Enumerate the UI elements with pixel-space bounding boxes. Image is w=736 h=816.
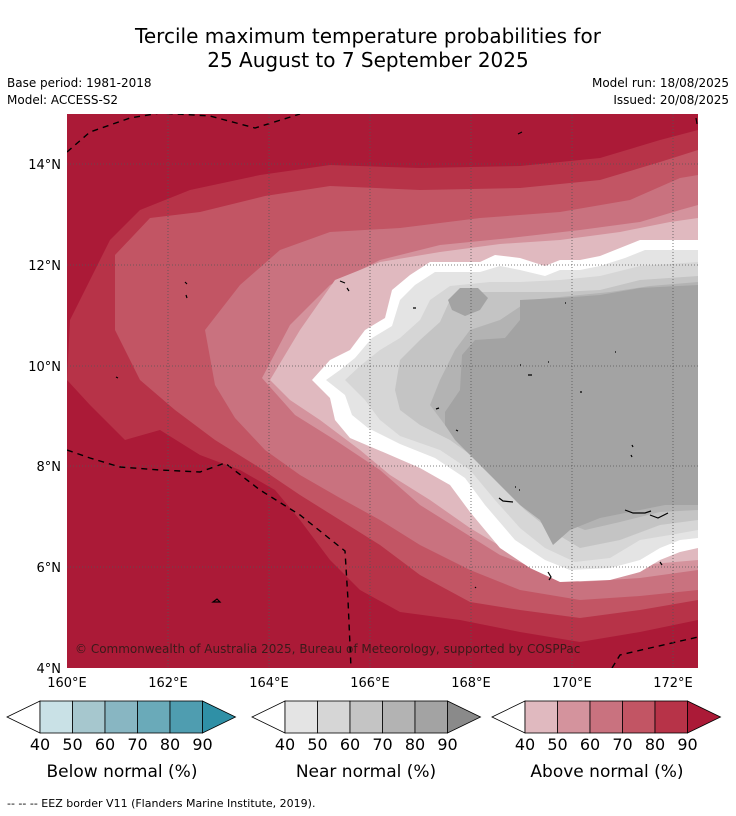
colorbar-tick-label: 50 [62,735,82,754]
colorbar-segment [39,700,73,734]
colorbar-tick-label: 60 [340,735,360,754]
colorbar-tick-label: 90 [437,735,457,754]
lat-tick-label: 10°N [28,360,61,375]
chart-title-line2: 25 August to 7 September 2025 [207,48,529,72]
colorbar-tick-label: 50 [547,735,567,754]
lon-tick-label: 170°E [552,676,592,691]
colorbar-segment [654,700,688,734]
eez-border-lines [67,114,698,668]
colorbar-tick-label: 90 [677,735,697,754]
colorbar-segment [169,700,203,734]
below-normal-label: Below normal (%) [46,762,198,782]
near-normal-colorbar: 40 50 60 70 80 90 [251,700,482,754]
colorbar-max-arrow [447,700,482,734]
above-normal-colorbar: 40 50 60 70 80 90 [491,700,722,754]
colorbar-segment [557,700,591,734]
copyright-notice: © Commonwealth of Australia 2025, Bureau… [75,642,580,656]
colorbar-tick-label: 80 [645,735,665,754]
colorbar-segment [284,700,318,734]
near-80-band [445,285,698,545]
issued-label: Issued: 20/08/2025 [613,93,729,107]
below-normal-colorbar: 40 50 60 70 80 90 [6,700,237,754]
lat-tick-label: 4°N [37,662,62,677]
colorbar-min-arrow [251,700,286,734]
lat-tick-label: 12°N [28,259,61,274]
map-grid [67,114,698,668]
colorbar-tick-label: 40 [515,735,535,754]
colorbar-min-arrow [6,700,41,734]
colorbar-tick-label: 70 [372,735,392,754]
colorbar-segment [137,700,171,734]
colorbar-max-arrow [687,700,722,734]
colorbar-min-arrow [491,700,526,734]
lon-tick-label: 164°E [249,676,289,691]
island-outlines [115,117,698,603]
eez-footnote: -- -- -- EEZ border V11 (Flanders Marine… [7,797,316,810]
lon-tick-label: 168°E [451,676,491,691]
probability-field [67,114,698,668]
colorbar-max-arrow [202,700,237,734]
colorbar-tick-label: 40 [275,735,295,754]
lat-tick-labels: 14°N 12°N 10°N 8°N 6°N 4°N [28,158,61,677]
model-label: Model: ACCESS-S2 [7,93,119,107]
lat-tick-label: 8°N [37,460,62,475]
colorbar-tick-label: 70 [127,735,147,754]
colorbar-tick-label: 80 [160,735,180,754]
colorbar-segment [414,700,448,734]
colorbar-segment [317,700,351,734]
base-period-label: Base period: 1981-2018 [7,76,152,90]
colorbar-segment [589,700,623,734]
lon-tick-label: 162°E [148,676,188,691]
colorbar-tick-label: 50 [307,735,327,754]
lat-tick-label: 14°N [28,158,61,173]
lon-tick-label: 172°E [653,676,693,691]
lat-tick-label: 6°N [37,561,62,576]
colorbar-segment [72,700,106,734]
colorbar-segment [104,700,138,734]
colorbar-segment [622,700,656,734]
map-figure: © Commonwealth of Australia 2025, Bureau… [6,114,722,754]
colorbar-tick-label: 60 [95,735,115,754]
model-run-label: Model run: 18/08/2025 [591,76,729,90]
lon-tick-labels: 160°E 162°E 164°E 166°E 168°E 170°E 172°… [47,676,693,691]
colorbar-segment [524,700,558,734]
colorbar-tick-label: 90 [192,735,212,754]
colorbar-tick-label: 70 [612,735,632,754]
lon-tick-label: 160°E [47,676,87,691]
above-normal-label: Above normal (%) [530,762,684,782]
near-normal-label: Near normal (%) [295,762,437,782]
colorbar-segment [349,700,383,734]
colorbar-tick-label: 60 [580,735,600,754]
lon-tick-label: 166°E [350,676,390,691]
colorbar-segment [382,700,416,734]
colorbar-tick-label: 40 [30,735,50,754]
colorbar-tick-label: 80 [405,735,425,754]
chart-title-line1: Tercile maximum temperature probabilitie… [135,24,601,48]
